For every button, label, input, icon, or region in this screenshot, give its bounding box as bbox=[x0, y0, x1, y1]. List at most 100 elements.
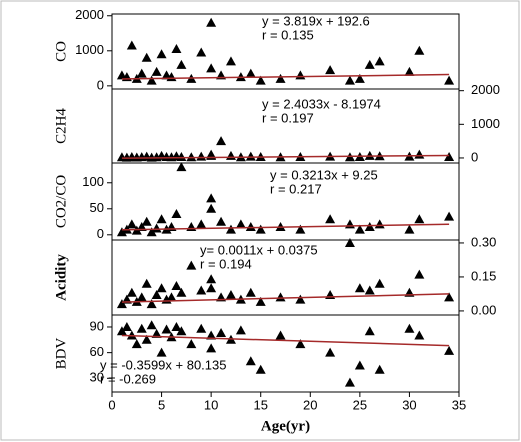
x-tick-label: 0 bbox=[108, 397, 115, 412]
data-point bbox=[225, 224, 236, 234]
data-point bbox=[151, 66, 162, 76]
y-tick-label: 0.30 bbox=[471, 234, 496, 249]
trend-line bbox=[121, 73, 450, 80]
data-point bbox=[206, 330, 217, 340]
trend-line bbox=[121, 223, 450, 231]
data-point bbox=[146, 299, 157, 309]
data-point bbox=[171, 208, 182, 218]
data-point bbox=[216, 216, 227, 226]
annotation: y = 3.819x + 192.6 bbox=[262, 13, 370, 28]
y-tick-label: 90 bbox=[90, 318, 104, 333]
data-point bbox=[156, 347, 167, 357]
annotation: r = 0.217 bbox=[270, 181, 322, 196]
data-point bbox=[166, 292, 177, 302]
y-axis-label: CO bbox=[53, 41, 69, 62]
data-point bbox=[206, 17, 217, 27]
data-point bbox=[354, 73, 365, 83]
x-tick-label: 35 bbox=[452, 397, 466, 412]
data-point bbox=[186, 339, 197, 349]
annotation: y= 0.0011x + 0.0375 bbox=[200, 242, 318, 257]
data-point bbox=[136, 323, 147, 333]
data-point bbox=[196, 285, 207, 295]
data-point bbox=[374, 56, 385, 66]
data-point bbox=[364, 326, 375, 336]
data-point bbox=[161, 324, 172, 334]
data-point bbox=[176, 162, 187, 172]
y-tick-label: 1000 bbox=[471, 116, 500, 131]
data-point bbox=[151, 223, 162, 233]
data-point bbox=[374, 278, 385, 288]
data-point bbox=[344, 219, 355, 229]
data-point bbox=[354, 360, 365, 370]
y-tick-label: 50 bbox=[90, 200, 104, 215]
y-tick-label: 0.00 bbox=[471, 302, 496, 317]
x-tick-label: 10 bbox=[204, 397, 218, 412]
data-point bbox=[171, 321, 182, 331]
data-point bbox=[186, 152, 197, 162]
annotation: y = 0.3213x + 9.25 bbox=[270, 167, 378, 182]
data-point bbox=[116, 326, 127, 336]
data-point bbox=[141, 278, 152, 288]
data-point bbox=[444, 345, 455, 355]
annotation: r = 0.135 bbox=[262, 27, 314, 42]
data-point bbox=[136, 68, 147, 78]
data-point bbox=[364, 59, 375, 69]
y-axis-label: CO2/CO bbox=[53, 175, 69, 229]
x-tick-label: 30 bbox=[402, 397, 416, 412]
data-point bbox=[216, 136, 227, 146]
data-point bbox=[141, 334, 152, 344]
data-point bbox=[206, 343, 217, 353]
data-point bbox=[235, 219, 246, 229]
data-point bbox=[156, 214, 167, 224]
data-point bbox=[176, 326, 187, 336]
data-point bbox=[444, 151, 455, 161]
x-tick-label: 5 bbox=[158, 397, 165, 412]
data-point bbox=[414, 149, 425, 159]
data-point bbox=[255, 296, 266, 306]
data-point bbox=[206, 274, 217, 284]
y-axis-label: Acidity bbox=[53, 254, 69, 301]
data-point bbox=[404, 323, 415, 333]
data-point bbox=[444, 75, 455, 85]
data-point bbox=[374, 219, 385, 229]
y-tick-label: 0 bbox=[97, 226, 104, 241]
data-point bbox=[131, 339, 142, 349]
data-point bbox=[275, 330, 286, 340]
data-point bbox=[126, 219, 137, 229]
data-point bbox=[216, 327, 227, 337]
data-point bbox=[404, 66, 415, 76]
data-point bbox=[414, 45, 425, 55]
data-point bbox=[245, 151, 256, 161]
data-point bbox=[196, 219, 207, 229]
data-point bbox=[235, 325, 246, 335]
data-point bbox=[414, 214, 425, 224]
data-point bbox=[275, 292, 286, 302]
data-point bbox=[196, 323, 207, 333]
trend-line bbox=[121, 334, 450, 347]
annotation: r = -0.269 bbox=[100, 371, 156, 386]
data-point bbox=[225, 290, 236, 300]
data-point bbox=[206, 283, 217, 293]
data-point bbox=[344, 237, 355, 247]
data-point bbox=[146, 227, 157, 237]
data-point bbox=[186, 260, 197, 270]
y-tick-label: 30 bbox=[90, 370, 104, 385]
data-point bbox=[141, 52, 152, 62]
data-point bbox=[171, 280, 182, 290]
data-point bbox=[444, 211, 455, 221]
data-point bbox=[225, 56, 236, 66]
annotation: r = 0.197 bbox=[262, 110, 314, 125]
data-point bbox=[146, 320, 157, 330]
y-tick-label: 2000 bbox=[75, 7, 104, 22]
data-point bbox=[176, 287, 187, 297]
y-tick-label: 2000 bbox=[471, 82, 500, 97]
annotation: y = 2.4033x - 8.1974 bbox=[262, 96, 381, 111]
data-point bbox=[151, 328, 162, 338]
y-tick-label: 60 bbox=[90, 344, 104, 359]
panel-frame bbox=[111, 314, 460, 393]
data-point bbox=[206, 203, 217, 213]
data-point bbox=[374, 364, 385, 374]
data-point bbox=[444, 292, 455, 302]
